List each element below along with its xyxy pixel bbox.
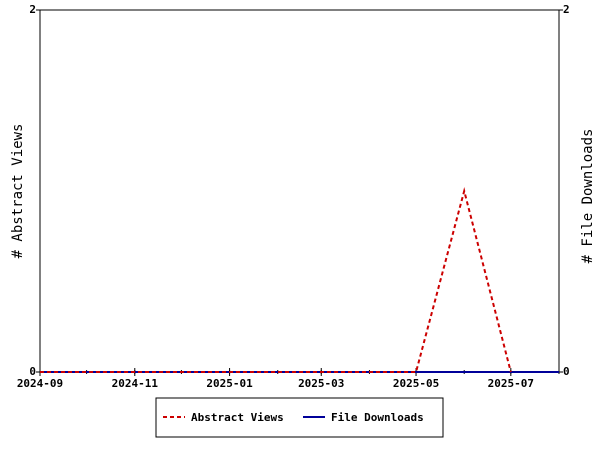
- y-tick-label: 0: [29, 365, 36, 378]
- series-line: [40, 187, 512, 373]
- y2-tick-label: 2: [563, 3, 570, 16]
- y2-tick-label: 0: [563, 365, 570, 378]
- y-axis-label: # Abstract Views: [10, 124, 26, 259]
- legend: [155, 397, 444, 438]
- x-tick-label: 2024-09: [17, 377, 63, 390]
- x-tick-label: 2025-01: [206, 377, 253, 390]
- x-tick-label: 2024-11: [112, 377, 159, 390]
- legend-label: Abstract Views: [191, 411, 284, 424]
- plot-frame: [39, 9, 560, 373]
- y2-axis-label: # File Downloads: [580, 129, 596, 264]
- y-tick-label: 2: [29, 3, 36, 16]
- x-tick-label: 2025-05: [393, 377, 439, 390]
- x-tick-label: 2025-07: [488, 377, 534, 390]
- legend-label: File Downloads: [331, 411, 424, 424]
- x-tick-label: 2025-03: [298, 377, 344, 390]
